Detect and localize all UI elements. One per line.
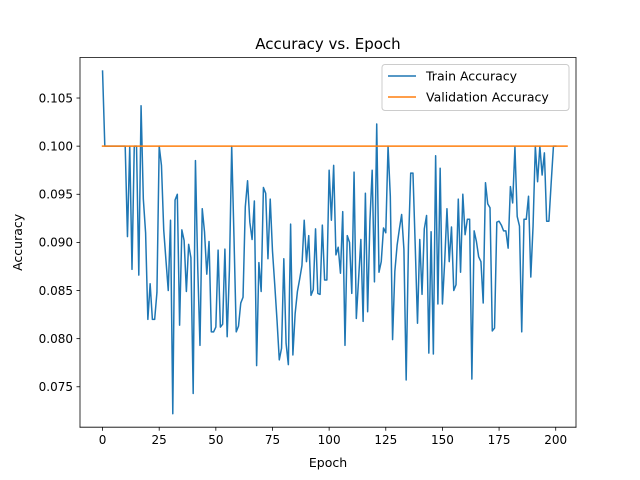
legend: Train Accuracy Validation Accuracy: [381, 64, 570, 111]
y-tick-label: 0.075: [39, 380, 73, 394]
y-tick-label: 0.105: [39, 91, 73, 105]
chart-title: Accuracy vs. Epoch: [255, 35, 400, 53]
series-line-1: [101, 70, 557, 415]
x-tick-label: 150: [431, 433, 454, 447]
x-tick-label: 175: [488, 433, 511, 447]
series-layer: [101, 70, 568, 415]
legend-box: [381, 64, 570, 111]
axes-frame: [79, 57, 577, 428]
x-tick-label: 25: [152, 433, 167, 447]
x-tick-label: 200: [544, 433, 567, 447]
x-tick-label: 100: [318, 433, 341, 447]
legend-label-2: Validation Accuracy: [426, 90, 549, 105]
x-tick-label: 0: [99, 433, 107, 447]
y-tick-label: 0.095: [39, 188, 73, 202]
x-tick-label: 125: [374, 433, 397, 447]
y-tick-label: 0.100: [39, 139, 73, 153]
y-axis-label: Accuracy: [10, 213, 25, 271]
legend-label-1: Train Accuracy: [425, 69, 518, 84]
y-tick-label: 0.090: [39, 236, 73, 250]
x-tick-label: 50: [208, 433, 223, 447]
y-axis-ticks: 0.075 0.080 0.085 0.090 0.095 0.100 0.105: [39, 91, 80, 394]
x-axis-ticks: 0 25 50 75 100 125 150 175 200: [99, 427, 567, 447]
y-tick-label: 0.080: [39, 332, 73, 346]
y-tick-label: 0.085: [39, 284, 73, 298]
x-axis-label: Epoch: [309, 455, 347, 470]
x-tick-label: 75: [265, 433, 280, 447]
